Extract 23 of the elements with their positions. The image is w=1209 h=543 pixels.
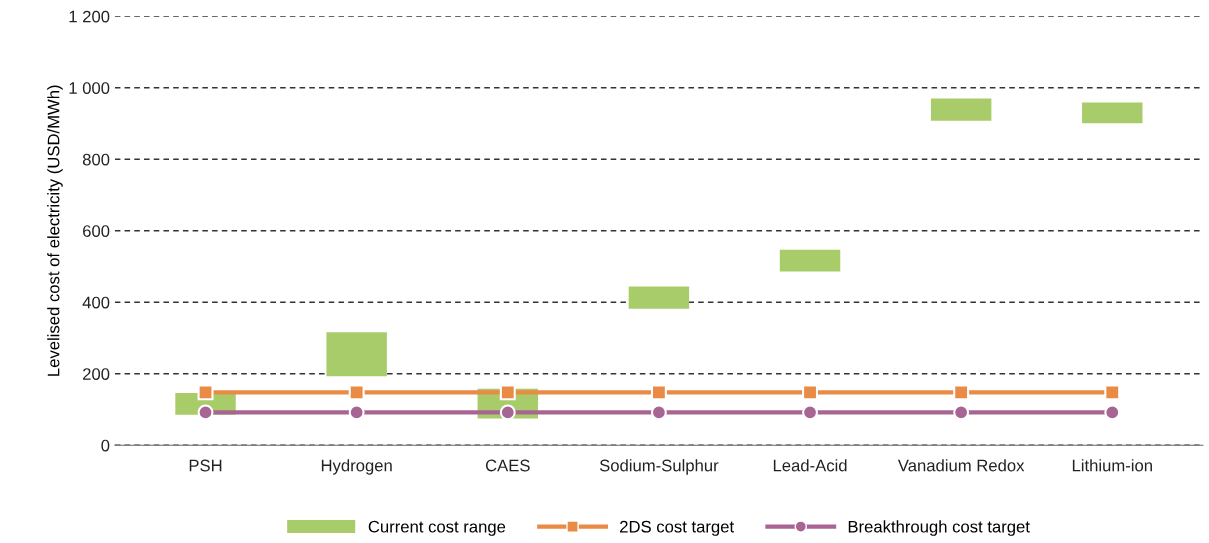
legend-label: Current cost range <box>368 520 506 536</box>
x-tick-label: Lead-Acid <box>773 459 847 472</box>
y-tick-label: 200 <box>83 368 110 380</box>
x-tick-label: Hydrogen <box>321 459 392 475</box>
bar <box>930 98 992 121</box>
x-tick-label: Vanadium Redox <box>897 459 1025 472</box>
x-tick-label: CAES <box>485 459 530 472</box>
bar <box>1082 102 1143 124</box>
legend-label: Breakthrough cost target <box>848 520 1030 536</box>
legend-label: 2DS cost target <box>620 520 734 536</box>
y-axis-title: Levelised cost of electricity (USD/MWh) <box>47 85 63 376</box>
bar <box>779 249 841 272</box>
y-tick-label: 0 <box>101 439 110 452</box>
y-tick-label: 1 200 <box>69 10 110 23</box>
bar <box>326 332 387 377</box>
x-tick-label: Lithium-ion <box>1072 459 1152 472</box>
bar <box>628 286 690 309</box>
y-tick-label: 600 <box>83 225 110 237</box>
y-tick-label: 800 <box>82 153 110 166</box>
y-tick-label: 400 <box>82 296 110 309</box>
y-tick-label: 1 000 <box>69 82 110 94</box>
x-tick-label: Sodium-Sulphur <box>599 459 719 475</box>
x-tick-label: PSH <box>189 459 222 472</box>
